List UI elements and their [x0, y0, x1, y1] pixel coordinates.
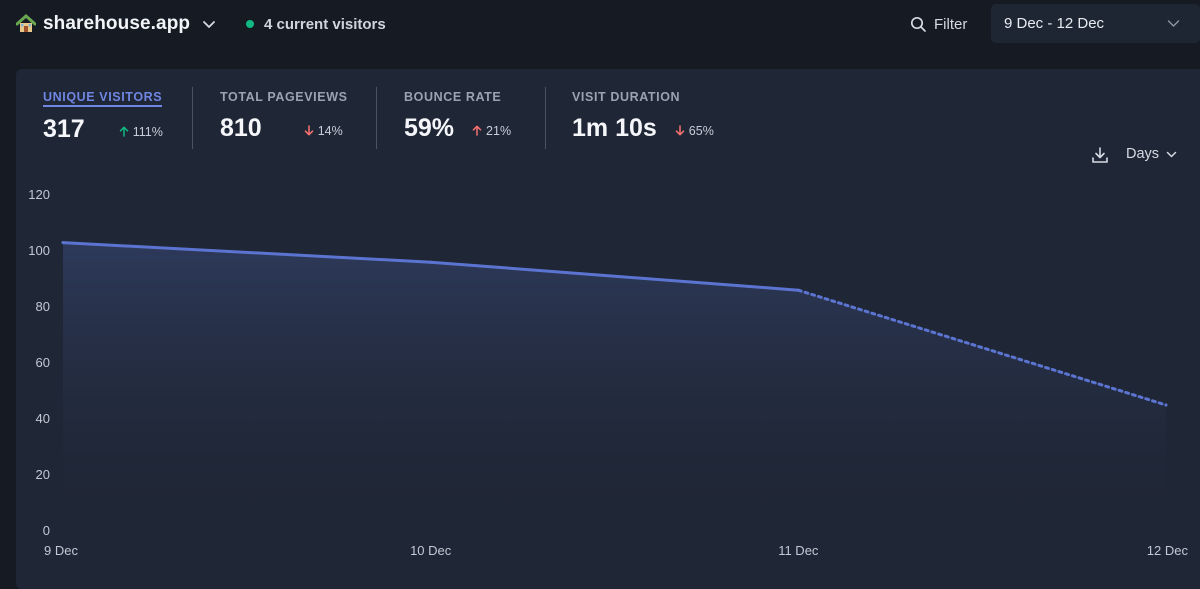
- arrow-down-icon: [675, 125, 685, 136]
- metric-divider: [376, 87, 377, 149]
- metric-divider: [545, 87, 546, 149]
- chevron-down-icon: [1166, 151, 1177, 157]
- metric-label: UNIQUE VISITORS: [43, 90, 163, 107]
- metric-bounce-rate[interactable]: BOUNCE RATE 59% 21%: [404, 88, 511, 143]
- metric-value: 59%: [404, 114, 455, 142]
- current-visitors-count: 4 current visitors: [264, 15, 386, 33]
- site-switcher[interactable]: sharehouse.app: [16, 12, 216, 36]
- live-dot-icon: [246, 20, 254, 28]
- arrow-up-icon: [472, 125, 482, 136]
- arrow-down-icon: [304, 125, 313, 136]
- metric-change-value: 65%: [688, 123, 714, 138]
- metric-visit-duration[interactable]: VISIT DURATION 1m 10s 65%: [572, 88, 714, 143]
- search-icon: [910, 16, 926, 32]
- house-logo-icon: [16, 14, 36, 32]
- metric-change: 65%: [675, 124, 714, 138]
- download-icon[interactable]: [1091, 146, 1109, 164]
- metric-change-value: 14%: [317, 123, 343, 138]
- metric-change: 111%: [119, 125, 163, 139]
- current-visitors-link[interactable]: 4 current visitors: [246, 14, 386, 34]
- site-name: sharehouse.app: [43, 13, 191, 34]
- metric-value: 810: [220, 114, 262, 142]
- stats-card: UNIQUE VISITORS 317 111% TOTAL PAGEVIEWS…: [16, 69, 1200, 589]
- interval-label: Days: [1126, 146, 1160, 162]
- metric-label: VISIT DURATION: [572, 90, 681, 104]
- chevron-down-icon: [203, 21, 216, 28]
- date-range-picker[interactable]: 9 Dec - 12 Dec: [991, 4, 1200, 43]
- metric-value: 317: [43, 115, 85, 143]
- filter-label: Filter: [934, 15, 968, 33]
- filter-button[interactable]: Filter: [910, 12, 967, 36]
- metric-change-value: 111%: [132, 124, 163, 139]
- arrow-up-icon: [119, 126, 128, 137]
- interval-dropdown[interactable]: Days: [1126, 146, 1177, 162]
- metric-total-pageviews[interactable]: TOTAL PAGEVIEWS 810 14%: [220, 88, 348, 143]
- metric-label: BOUNCE RATE: [404, 90, 502, 104]
- metric-divider: [192, 87, 193, 149]
- metric-change: 21%: [472, 124, 511, 138]
- chevron-down-icon: [1167, 20, 1180, 27]
- metric-value: 1m 10s: [572, 114, 657, 142]
- metric-unique-visitors[interactable]: UNIQUE VISITORS 317 111%: [43, 88, 163, 144]
- metric-label: TOTAL PAGEVIEWS: [220, 90, 348, 104]
- date-range-label: 9 Dec - 12 Dec: [1004, 15, 1105, 32]
- metric-change: 14%: [304, 124, 343, 138]
- metric-change-value: 21%: [486, 123, 512, 138]
- top-bar: sharehouse.app 4 current visitors Filter…: [0, 0, 1200, 62]
